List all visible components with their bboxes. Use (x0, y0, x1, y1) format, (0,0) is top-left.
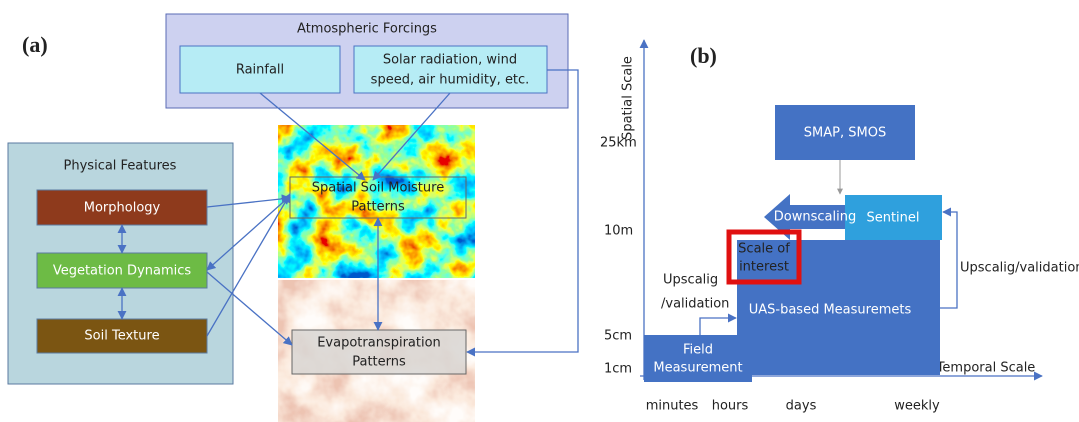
rainfall-label: Rainfall (236, 63, 284, 78)
x-label: weekly (894, 399, 940, 414)
vegetation-label: Vegetation Dynamics (53, 264, 192, 279)
atmospheric-title: Atmospheric Forcings (297, 22, 437, 37)
solar-label: speed, air humidity, etc. (371, 73, 530, 88)
smap-label: SMAP, SMOS (804, 126, 886, 141)
solar-label: Solar radiation, wind (383, 53, 517, 68)
soil-moisture-label: Patterns (351, 200, 405, 215)
field-label: Field (683, 343, 713, 358)
y-label: 25km (600, 136, 637, 151)
x-axis-title: Temporal Scale (936, 361, 1036, 376)
diagram: (a) Atmospheric Forcings Rainfall Solar … (0, 0, 1079, 422)
y-label: 1cm (604, 362, 632, 377)
x-label: hours (712, 399, 749, 414)
morphology-label: Morphology (84, 201, 161, 216)
physical-title: Physical Features (64, 159, 177, 174)
panel-label: (b) (690, 43, 717, 68)
downscaling-label: Downscaling (774, 210, 856, 225)
scale-of-interest-label: Scale of (738, 242, 790, 257)
sentinel-label: Sentinel (866, 211, 919, 226)
x-label: minutes (646, 399, 699, 414)
y-axis-title: Spatial Scale (621, 56, 636, 140)
y-label: 5cm (604, 329, 632, 344)
soil-moisture-label: Spatial Soil Moisture (312, 181, 444, 196)
uas-label: UAS-based Measuremets (749, 303, 912, 318)
upscaling-left: /validation (661, 297, 729, 312)
field-label: Measurement (653, 361, 742, 376)
upscaling-left: Upscalig (663, 273, 718, 288)
x-label: days (786, 399, 817, 414)
panel-label: (a) (22, 32, 48, 57)
scale-of-interest-label: interest (739, 260, 789, 275)
et-label: Evapotranspiration (317, 336, 441, 351)
et-label: Patterns (352, 355, 406, 370)
upscaling-right: Upscalig/validation (960, 261, 1079, 276)
y-label: 10m (604, 224, 633, 239)
soil-texture-label: Soil Texture (84, 329, 159, 344)
